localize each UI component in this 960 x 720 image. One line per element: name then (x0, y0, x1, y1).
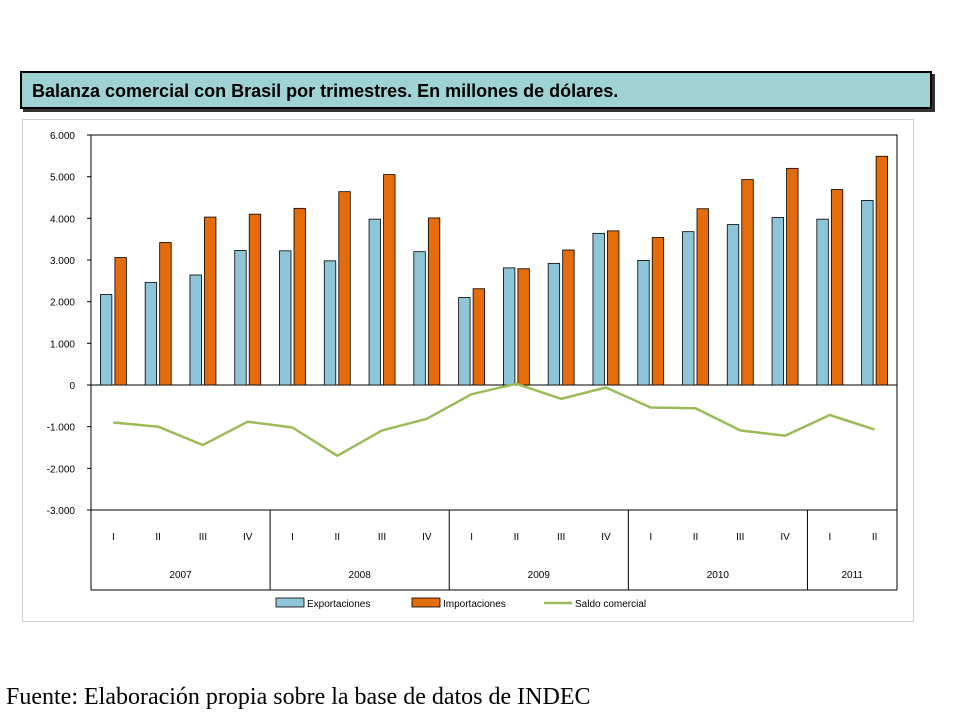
legend-exportaciones-label: Exportaciones (307, 599, 370, 610)
x-tick-label: II (334, 532, 340, 543)
x-tick-label: II (155, 532, 161, 543)
x-tick-label: IV (243, 532, 253, 543)
legend-importaciones-label: Importaciones (443, 599, 506, 610)
bar-exportaciones (413, 251, 426, 386)
line-saldo-comercial (113, 382, 875, 458)
bar-exportaciones (189, 274, 202, 386)
bar-importaciones (651, 237, 665, 386)
title-bar: Balanza comercial con Brasil por trimest… (20, 71, 932, 109)
bar-exportaciones (592, 232, 605, 386)
x-group-label: 2010 (707, 570, 730, 581)
y-tick-label: 0 (69, 381, 75, 392)
bar-importaciones (114, 257, 127, 386)
x-group-label: 2008 (349, 570, 372, 581)
y-tick-label: 4.000 (50, 214, 75, 225)
bar-exportaciones (323, 260, 337, 386)
x-tick-label: III (378, 532, 386, 543)
legend-saldo-comercial-label: Saldo comercial (575, 599, 646, 610)
x-tick-label: III (557, 532, 565, 543)
bar-exportaciones (726, 224, 740, 386)
x-tick-label: II (872, 532, 878, 543)
legend-exportaciones-swatch (275, 597, 305, 608)
x-tick-label: III (199, 532, 207, 543)
x-tick-label: III (736, 532, 744, 543)
y-tick-label: 6.000 (50, 131, 75, 142)
y-tick-label: -1.000 (47, 423, 76, 434)
bar-exportaciones (502, 267, 516, 386)
bar-importaciones (562, 249, 575, 386)
bar-exportaciones (682, 231, 695, 386)
bar-importaciones (696, 208, 709, 386)
y-tick-label: 2.000 (50, 298, 75, 309)
legend-importaciones-swatch (411, 597, 441, 608)
bar-exportaciones (771, 217, 784, 386)
bar-importaciones (248, 213, 262, 386)
bar-exportaciones (637, 260, 650, 386)
y-tick-label: 1.000 (50, 339, 75, 350)
x-tick-label: II (514, 532, 520, 543)
bar-exportaciones (99, 294, 113, 386)
x-tick-label: IV (601, 532, 611, 543)
bar-importaciones (204, 216, 217, 386)
bar-exportaciones (547, 262, 561, 386)
y-tick-label: 5.000 (50, 173, 75, 184)
bar-importaciones (472, 288, 486, 386)
bar-exportaciones (861, 200, 874, 386)
bar-importaciones (427, 217, 441, 386)
bar-exportaciones (234, 250, 247, 386)
x-tick-label: II (693, 532, 699, 543)
chart-title: Balanza comercial con Brasil por trimest… (32, 81, 619, 101)
x-tick-label: I (649, 532, 652, 543)
bar-importaciones (338, 191, 351, 386)
bar-importaciones (517, 268, 530, 386)
bar-importaciones (383, 174, 396, 386)
bar-importaciones (607, 230, 620, 386)
bar-exportaciones (458, 297, 471, 386)
bar-exportaciones (368, 218, 381, 386)
y-tick-label: -2.000 (47, 464, 76, 475)
bar-importaciones (293, 207, 306, 386)
plot-area (90, 134, 898, 511)
bar-exportaciones (279, 250, 292, 386)
x-tick-label: IV (780, 532, 790, 543)
x-group-label: 2011 (841, 570, 863, 581)
bar-importaciones (159, 242, 172, 386)
bar-importaciones (875, 155, 889, 386)
x-tick-label: I (470, 532, 473, 543)
bar-exportaciones (144, 282, 158, 386)
bar-exportaciones (816, 218, 829, 386)
bar-importaciones (786, 167, 799, 386)
x-group-label: 2009 (528, 570, 551, 581)
x-tick-label: I (112, 532, 115, 543)
source-note: Fuente: Elaboración propia sobre la base… (6, 684, 591, 710)
bar-importaciones (741, 179, 754, 386)
x-tick-label: I (828, 532, 831, 543)
bar-importaciones (830, 189, 844, 386)
x-tick-label: I (291, 532, 294, 543)
y-tick-label: 3.000 (50, 256, 75, 267)
x-group-label: 2007 (169, 570, 192, 581)
x-tick-label: IV (422, 532, 432, 543)
y-tick-label: -3.000 (47, 506, 76, 517)
